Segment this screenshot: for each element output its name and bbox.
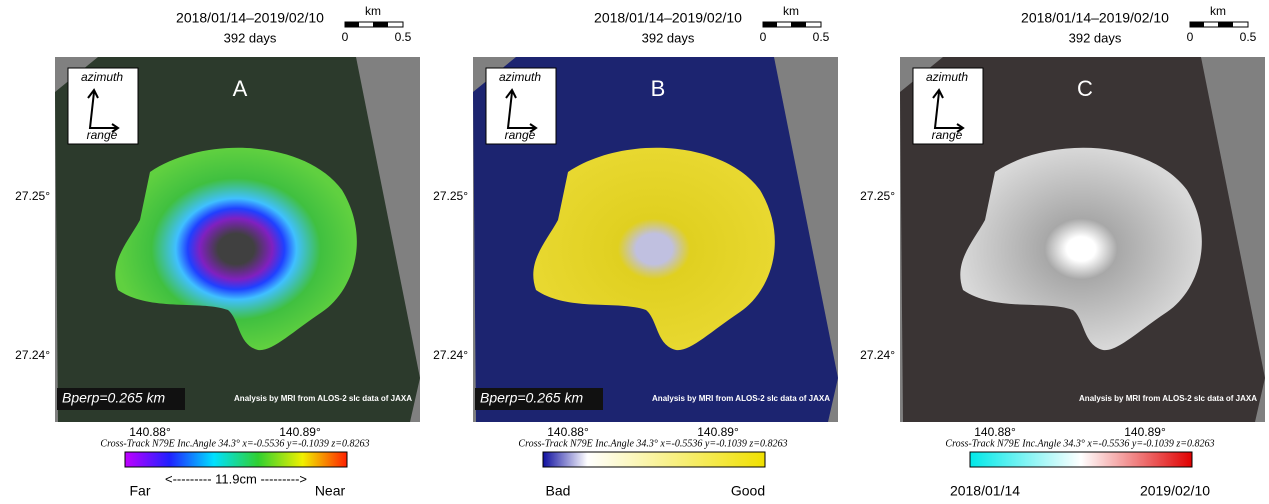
credit: Analysis by MRI from ALOS-2 slc data of … — [652, 394, 830, 403]
lon-label: 140.88° — [547, 425, 589, 439]
figure: 2018/01/14–2019/02/10 392 days km 0 0.5 azimu… — [0, 0, 1269, 504]
azimuth-label: azimuth — [81, 70, 123, 84]
scale-bar-fill — [763, 22, 777, 27]
azimuth-label: azimuth — [499, 70, 541, 84]
track-info: Cross-Track N79E Inc.Angle 34.3° x=-0.55… — [100, 438, 369, 449]
colorbar — [125, 452, 347, 467]
lat-label: 27.25° — [860, 189, 895, 203]
scale-unit: km — [1210, 4, 1226, 18]
date-range: 2018/01/14–2019/02/10 — [1021, 10, 1169, 26]
credit: Analysis by MRI from ALOS-2 slc data of … — [1079, 394, 1257, 403]
bperp: Bperp=0.265 km — [480, 390, 583, 406]
scale-bar-fill — [373, 22, 388, 27]
colorbar — [543, 452, 765, 467]
panel-letter: C — [1077, 76, 1093, 101]
colorbar-center: <--------- 11.9cm ---------> — [165, 471, 307, 486]
lon-label: 140.89° — [279, 425, 321, 439]
colorbar-left: 2018/01/14 — [950, 483, 1020, 499]
lon-label: 140.89° — [1124, 425, 1166, 439]
panel: 2018/01/14–2019/02/10 392 days km 0 0.5 azimu… — [15, 4, 420, 499]
scale-bar-fill — [345, 22, 359, 27]
colorbar — [970, 452, 1192, 467]
scale-tick: 0 — [342, 30, 349, 44]
panel-letter: B — [651, 76, 666, 101]
lat-label: 27.24° — [860, 348, 895, 362]
lon-label: 140.89° — [697, 425, 739, 439]
scale-unit: km — [365, 4, 381, 18]
azimuth-label: azimuth — [926, 70, 968, 84]
scale-tick: 0.5 — [813, 30, 830, 44]
colorbar-right: Near — [315, 483, 346, 499]
scale-tick: 0.5 — [1240, 30, 1257, 44]
scale-tick: 0 — [1187, 30, 1194, 44]
scale-tick: 0 — [760, 30, 767, 44]
lat-label: 27.25° — [433, 189, 468, 203]
lat-label: 27.25° — [15, 189, 50, 203]
track-info: Cross-Track N79E Inc.Angle 34.3° x=-0.55… — [518, 438, 787, 449]
panel-letter: A — [233, 76, 248, 101]
colorbar-right: Good — [731, 483, 765, 499]
duration: 392 days — [642, 30, 695, 45]
scale-unit: km — [783, 4, 799, 18]
track-info: Cross-Track N79E Inc.Angle 34.3° x=-0.55… — [945, 438, 1214, 449]
range-label: range — [505, 128, 536, 142]
lon-label: 140.88° — [974, 425, 1016, 439]
panel: 2018/01/14–2019/02/10 392 days km 0 0.5 azimu… — [860, 4, 1265, 499]
panel: 2018/01/14–2019/02/10 392 days km 0 0.5 azimu… — [433, 4, 838, 499]
colorbar-right: 2019/02/10 — [1140, 483, 1210, 499]
bperp: Bperp=0.265 km — [62, 390, 165, 406]
range-label: range — [932, 128, 963, 142]
lat-label: 27.24° — [15, 348, 50, 362]
page: 2018/01/14–2019/02/10 392 days km 0 0.5 azimu… — [0, 0, 1269, 504]
credit: Analysis by MRI from ALOS-2 slc data of … — [234, 394, 412, 403]
colorbar-left: Far — [130, 483, 151, 499]
scale-bar-fill — [1190, 22, 1204, 27]
duration: 392 days — [224, 30, 277, 45]
scale-tick: 0.5 — [395, 30, 412, 44]
date-range: 2018/01/14–2019/02/10 — [176, 10, 324, 26]
lon-label: 140.88° — [129, 425, 171, 439]
scale-bar-fill — [791, 22, 806, 27]
duration: 392 days — [1069, 30, 1122, 45]
colorbar-left: Bad — [546, 483, 571, 499]
date-range: 2018/01/14–2019/02/10 — [594, 10, 742, 26]
range-label: range — [87, 128, 118, 142]
lat-label: 27.24° — [433, 348, 468, 362]
scale-bar-fill — [1218, 22, 1233, 27]
